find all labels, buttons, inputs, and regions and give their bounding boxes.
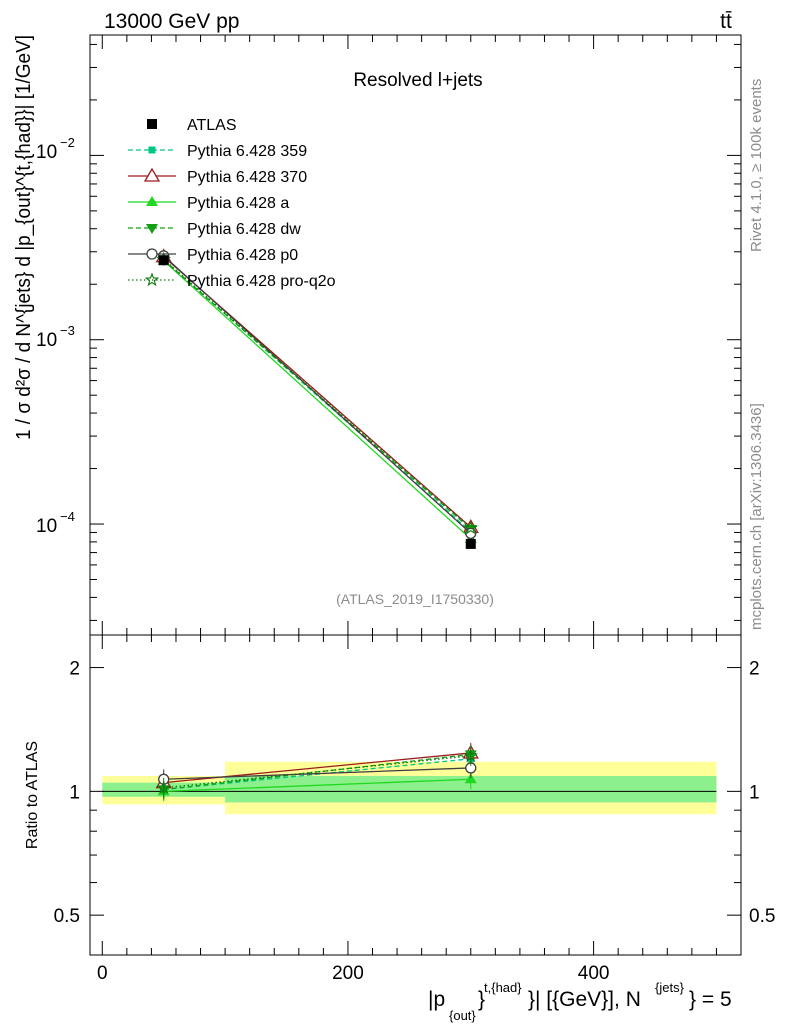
legend-entry-pythia-6-428-dw: Pythia 6.428 dw xyxy=(128,221,301,238)
x-axis-label: |p {out} } t,{had} }| [{GeV}], N {jets} … xyxy=(428,980,732,1023)
x-label-brace: } xyxy=(478,988,485,1011)
legend-label-pythia-6-428-pro-q2o: Pythia 6.428 pro-q2o xyxy=(187,273,336,290)
main-series-pythia-6-428-a xyxy=(157,254,477,543)
ratio-point-pythia-6-428-pro-q2o-1 xyxy=(463,748,478,762)
ratio-panel-frame xyxy=(89,634,742,956)
ratio-line-pythia-6-428-p0 xyxy=(163,767,471,780)
main-ylabel-text: 1 / σ d²σ / d N^{jets} d |p_{out}^{t,{ha… xyxy=(13,35,35,440)
legend-label-pythia-6-428-359: Pythia 6.428 359 xyxy=(187,143,307,160)
ratio-y-tick-label-left: 2 xyxy=(69,659,80,680)
main-series-pythia-6-428-pro-q2o xyxy=(156,251,478,535)
main-y-tick-base: 10 xyxy=(36,330,57,351)
energy-label: 13000 GeV pp xyxy=(104,10,239,33)
ratio-series-pythia-6-428-pro-q2o xyxy=(156,745,478,798)
legend-marker-pythia-6-428-dw xyxy=(146,224,158,234)
legend-label-pythia-6-428-370: Pythia 6.428 370 xyxy=(187,169,307,186)
legend-entry-pythia-6-428-pro-q2o: Pythia 6.428 pro-q2o xyxy=(128,272,336,290)
ratio-point-pythia-6-428-a-1 xyxy=(464,773,477,784)
main-axis-ticks xyxy=(90,35,741,635)
legend: ATLAS Pythia 6.428 359 Pythia 6.428 370 Pyt… xyxy=(128,117,336,290)
ratio-y-tick-label-right: 0.5 xyxy=(749,906,775,927)
ratio-axis-ticks: 2 2 1 1 0.5 0.5 0 200 400 xyxy=(54,635,775,984)
legend-marker-pythia-6-428-p0 xyxy=(146,248,158,260)
main-y-tick-label-0: 10 −2 xyxy=(36,135,75,163)
x-label-unit: }| [{GeV}], N xyxy=(528,988,641,1011)
x-tick-label: 400 xyxy=(578,963,610,984)
legend-label-pythia-6-428-p0: Pythia 6.428 p0 xyxy=(187,247,298,264)
source-label: mcplots.cern.ch [arXiv:1306.3436] xyxy=(748,403,765,630)
ratio-y-axis-label: Ratio to ATLAS xyxy=(24,741,41,849)
legend-label-pythia-6-428-a: Pythia 6.428 a xyxy=(187,195,289,212)
x-label-sup-thad: t,{had} xyxy=(484,980,522,995)
legend-entry-pythia-6-428-359: Pythia 6.428 359 xyxy=(128,143,307,160)
analysis-tag: (ATLAS_2019_I1750330) xyxy=(336,591,494,607)
ratio-line-pythia-6-428-pro-q2o xyxy=(163,755,471,789)
legend-entry-pythia-6-428-p0: Pythia 6.428 p0 xyxy=(128,247,298,264)
ratio-y-tick-label-right: 1 xyxy=(749,782,760,803)
x-tick-label: 0 xyxy=(97,963,108,984)
main-y-axis-label: 1 / σ d²σ / d N^{jets} d |p_{out}^{t,{ha… xyxy=(13,35,35,440)
ratio-y-tick-label-left: 0.5 xyxy=(54,906,80,927)
main-y-tick-exp: −3 xyxy=(60,323,75,338)
ratio-y-tick-label-right: 2 xyxy=(749,659,760,680)
rivet-label: Rivet 4.1.0, ≥ 100k events xyxy=(748,79,765,252)
main-point-atlas-1 xyxy=(465,538,476,549)
main-y-tick-base: 10 xyxy=(36,142,57,163)
ratio-y-tick-label-left: 1 xyxy=(69,782,80,803)
legend-marker-pythia-6-428-359 xyxy=(148,146,156,154)
legend-label-atlas: ATLAS xyxy=(187,117,237,134)
main-line-pythia-6-428-a xyxy=(163,260,472,540)
main-y-tick-exp: −4 xyxy=(60,509,75,524)
main-line-pythia-6-428-pro-q2o xyxy=(163,258,472,529)
ratio-series-layer xyxy=(155,742,479,802)
x-label-sub-out: {out} xyxy=(449,1008,476,1023)
legend-marker-pythia-6-428-a xyxy=(146,196,158,206)
main-point-pythia-6-428-pro-q2o-1 xyxy=(463,520,478,535)
x-label-pipe-p: |p xyxy=(428,988,445,1011)
legend-marker-atlas xyxy=(147,119,157,129)
x-tick-label: 200 xyxy=(332,963,364,984)
process-label: tt̄ xyxy=(720,10,732,33)
x-label-sup-jets: {jets} xyxy=(655,980,685,995)
main-line-pythia-6-428-p0 xyxy=(163,255,472,534)
main-series-atlas xyxy=(158,255,476,549)
legend-marker-pythia-6-428-370 xyxy=(143,167,161,182)
legend-marker-pythia-6-428-pro-q2o xyxy=(144,272,160,287)
legend-entry-pythia-6-428-370: Pythia 6.428 370 xyxy=(128,167,307,186)
x-label-eq: } = 5 xyxy=(689,988,732,1011)
main-panel-title: Resolved l+jets xyxy=(353,70,482,91)
main-line-pythia-6-428-359 xyxy=(163,259,472,533)
legend-entry-pythia-6-428-a: Pythia 6.428 a xyxy=(128,195,289,212)
main-y-tick-exp: −2 xyxy=(60,135,75,150)
ratio-line-pythia-6-428-a xyxy=(163,778,471,793)
main-series-pythia-6-428-370 xyxy=(155,248,479,533)
main-series-layer xyxy=(155,248,479,549)
ratio-point-pythia-6-428-pro-q2o-0 xyxy=(156,780,171,794)
main-y-tick-label-2: 10 −4 xyxy=(36,509,75,537)
main-y-tick-label-1: 10 −3 xyxy=(36,323,75,351)
main-series-pythia-6-428-p0 xyxy=(158,250,477,540)
legend-label-pythia-6-428-dw: Pythia 6.428 dw xyxy=(187,221,301,238)
main-point-atlas-0 xyxy=(158,255,169,266)
main-y-tick-base: 10 xyxy=(36,516,57,537)
ratio-line-pythia-6-428-dw xyxy=(163,753,471,791)
legend-entry-atlas: ATLAS xyxy=(147,117,237,134)
